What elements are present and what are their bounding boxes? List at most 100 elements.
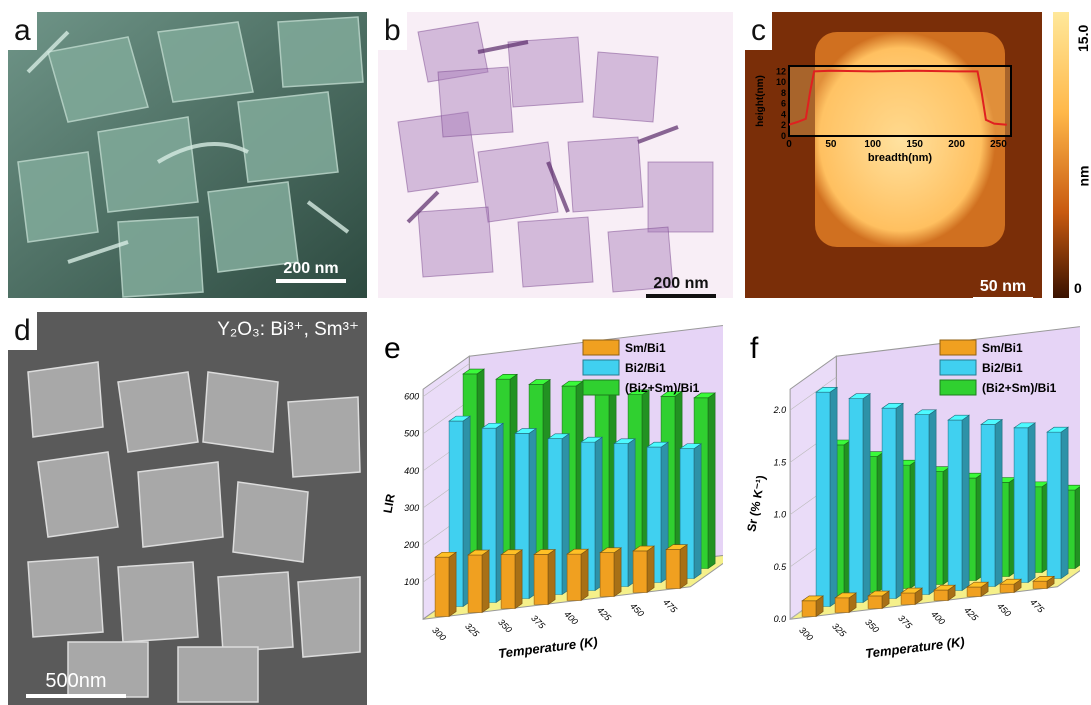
chart-e-bar-side	[646, 545, 655, 594]
inset-frame	[788, 65, 1012, 137]
chart-f-bar-front	[867, 595, 883, 609]
panel-label-c: c	[745, 12, 772, 50]
scale-bar-d: 500nm	[26, 670, 126, 698]
chart-e-bar-side	[514, 549, 523, 610]
colorbar-max: 15.0	[1075, 24, 1091, 52]
chart-f-xtick-label: 350	[863, 617, 881, 635]
chart-e-xtick-label: 400	[562, 609, 580, 627]
sem-image-d	[8, 312, 367, 705]
colorbar-min: 0	[1074, 280, 1082, 296]
chart-e-bar-side	[693, 443, 702, 580]
chart-e-bar-front	[632, 550, 648, 593]
chart-f-bar-top	[867, 590, 891, 597]
chart-f-bar	[848, 393, 872, 604]
chart-e-bar-top	[627, 389, 651, 396]
chart-e-grid-line	[422, 363, 470, 397]
chart-e-bar-top	[646, 441, 670, 448]
chart-e-ytick-label: 500	[404, 429, 419, 439]
chart-e-ytick-label: 200	[403, 540, 419, 550]
chart-e-bar-top	[599, 547, 623, 554]
chart-f-bar-top	[1032, 575, 1056, 582]
chart-e-ytick-label: 300	[404, 503, 419, 513]
chart-f-bar-top	[848, 393, 872, 399]
scale-bar-b: 200 nm	[646, 275, 716, 298]
chart-e-bar-front	[434, 556, 450, 617]
chart-f-xtick-label: 450	[995, 601, 1013, 619]
chart-f-bar-front	[914, 414, 930, 595]
panel-d-sem-image: d Y₂O₃: Bi³⁺, Sm³⁺ 500nm	[8, 312, 367, 705]
chart-f-ytick-label: 2.0	[773, 405, 787, 415]
chart-f-xtick-label: 400	[929, 609, 947, 627]
chart-f-bar	[1013, 422, 1037, 584]
chart-e-xtick-label: 425	[595, 605, 613, 623]
chart-e-bar-top	[533, 549, 557, 555]
chart-f-bar	[815, 386, 839, 608]
chart-f-ytick-label: 1.0	[774, 510, 787, 520]
chart-f-bar	[999, 578, 1023, 594]
chart-f-bar-side	[1060, 426, 1069, 580]
colorbar	[1053, 12, 1069, 298]
scale-bar-label-b: 200 nm	[653, 275, 709, 292]
chart-f-bar-top	[801, 595, 825, 602]
chart-e-bar-top	[613, 438, 637, 444]
chart-e-bar	[533, 548, 557, 606]
chart-f-bar	[914, 409, 938, 596]
chart-e-xtick-label: 450	[628, 601, 646, 619]
chart-e-bar-side	[448, 551, 457, 618]
inset-ytick-label: 6	[781, 99, 786, 109]
chart-f-bar-side	[862, 393, 871, 604]
chart-e-bar-top	[514, 428, 538, 434]
chart-f-bar-front	[999, 583, 1015, 593]
inset-profile-line	[788, 69, 1007, 126]
chart-e-bar-top	[665, 544, 689, 550]
scale-bar-label-c: 50 nm	[979, 278, 1027, 295]
chart-f-bar	[1032, 575, 1056, 590]
chart-e-bar	[599, 547, 623, 598]
chart-e-bar-top	[632, 545, 656, 552]
chart-f-bar	[834, 592, 858, 614]
chart-e-bar-side	[679, 544, 688, 590]
chart-e-bar-top	[693, 392, 717, 399]
chart-e-legend-label: (Bi2+Sm)/Bi1	[625, 381, 700, 395]
chart-f-bar-front	[1032, 580, 1048, 589]
chart-f-bar-top	[914, 409, 938, 415]
chart-e-bar-top	[467, 549, 491, 556]
chart-e-bar	[665, 544, 689, 590]
scale-bar-c: 50 nm	[973, 278, 1033, 298]
chart-f-bar-side	[1074, 486, 1080, 570]
chart-f-ytick-label: 0.5	[774, 562, 788, 572]
inset-xlabel: breadth(nm)	[868, 152, 933, 164]
chart-e-bar-top	[481, 422, 505, 429]
chart-f-bar-front	[1013, 427, 1029, 583]
chart-e-bar-front	[467, 554, 483, 613]
chart-e-bar	[434, 551, 458, 618]
chart-f-bar-top	[815, 386, 839, 393]
chart-e-bar-top	[547, 433, 571, 439]
chart-e-bar-side	[481, 549, 490, 614]
chart-e-xtick-label: 375	[529, 613, 547, 631]
chart-f-xtick-label: 375	[896, 613, 914, 631]
inset-ytick-label: 2	[781, 120, 786, 130]
chart-e-bar-front	[599, 552, 615, 597]
chart-f-bar-front	[947, 419, 963, 591]
chart-e-bar-top	[660, 391, 684, 397]
chart-f-bar-top	[900, 587, 924, 594]
chart-e-bar-side	[580, 548, 589, 602]
chart-e-legend-swatch	[582, 359, 620, 376]
chart-e-legend-swatch	[582, 379, 620, 396]
chart-e-bar	[632, 545, 656, 594]
scale-bar-label-a: 200 nm	[283, 260, 339, 277]
chart-e-bar-side	[613, 547, 622, 598]
chart-f-bar	[900, 587, 924, 606]
chart-f-bar-top	[947, 414, 971, 421]
inset-xtick-label: 150	[906, 139, 923, 150]
chart-f-bar-top	[1013, 422, 1037, 429]
panel-b-tem-image: b 200 nm	[378, 12, 733, 298]
chart-f-bar-front	[966, 586, 982, 597]
chart-f-bar	[980, 418, 1004, 588]
chart-e-bar	[500, 549, 524, 610]
chart-e-bar-top	[500, 549, 524, 556]
chart-e-bar-side	[547, 548, 556, 606]
chart-e-bar-top	[580, 436, 604, 443]
chart-f-bar-side	[829, 386, 838, 608]
